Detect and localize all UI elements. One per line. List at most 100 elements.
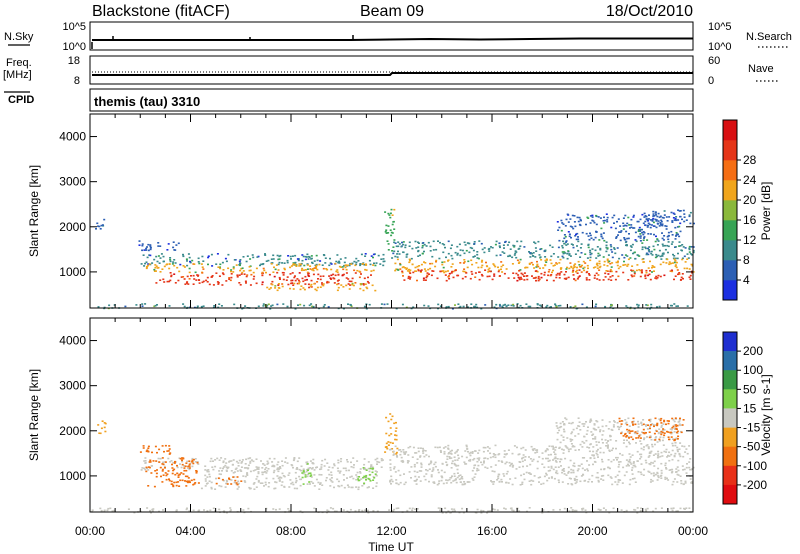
velocity-colorbar-swatch-0 — [723, 332, 737, 352]
velocity-colorbar-tick-2: 50 — [743, 382, 757, 396]
velocity-region-10 — [389, 444, 695, 486]
power-region-11 — [556, 213, 682, 242]
power-region-7 — [384, 208, 396, 251]
x-tick-label-2: 08:00 — [276, 524, 306, 538]
velocity-colorbar-tick-1: 100 — [743, 363, 763, 377]
power-region-1 — [138, 240, 180, 252]
nsky-tick-top: 10^5 — [62, 21, 86, 33]
power-colorbar-tick-6: 28 — [743, 153, 757, 167]
velocity-ytick-2: 3000 — [59, 379, 86, 393]
velocity-colorbar-tick-3: 15 — [743, 401, 757, 415]
freq-tick-top: 18 — [68, 55, 80, 67]
power-colorbar-swatch-3 — [723, 220, 737, 241]
x-tick-label-5: 20:00 — [577, 524, 607, 538]
x-tick-label-4: 16:00 — [477, 524, 507, 538]
power-colorbar-swatch-7 — [723, 140, 737, 161]
power-colorbar-swatch-6 — [723, 160, 737, 181]
freq-trace — [92, 72, 693, 76]
velocity-colorbar-swatch-5 — [723, 427, 737, 447]
power-colorbar-tick-4: 20 — [743, 193, 757, 207]
power-colorbar-swatch-1 — [723, 260, 737, 281]
power-ytick-0: 1000 — [59, 265, 86, 279]
velocity-ylabel: Slant Range [km] — [27, 369, 41, 461]
power-colorbar-swatch-5 — [723, 180, 737, 201]
freq-unit: [MHz] — [3, 69, 32, 81]
velocity-region-8 — [91, 507, 692, 514]
velocity-colorbar-tick-5: -50 — [743, 440, 761, 454]
velocity-colorbar-swatch-2 — [723, 370, 737, 390]
velocity-colorbar-swatch-3 — [723, 389, 737, 409]
velocity-colorbar: 200 100 50 15 -15 -50 -100 -200 — [722, 331, 767, 505]
velocity-scatter-regions — [91, 413, 695, 514]
power-y-ticks: 1000 2000 3000 4000 — [59, 130, 693, 279]
velocity-colorbar-swatch-6 — [723, 446, 737, 467]
x-tick-labels: 00:00 04:00 08:00 12:00 16:00 20:00 00:00 — [75, 524, 708, 538]
nave-label: Nave — [748, 63, 774, 75]
velocity-colorbar-swatch-1 — [723, 351, 737, 371]
power-colorbar-tick-3: 16 — [743, 213, 757, 227]
power-region-10 — [401, 269, 694, 282]
power-colorbar-tick-0: 4 — [743, 273, 750, 287]
power-region-3 — [145, 262, 377, 274]
x-tick-label-0: 00:00 — [75, 524, 105, 538]
velocity-region-9 — [384, 413, 399, 455]
velocity-region-11 — [555, 417, 682, 446]
freq-tick-bottom: 8 — [74, 75, 80, 87]
nsky-label: N.Sky — [4, 31, 34, 43]
velocity-ytick-3: 4000 — [59, 334, 86, 348]
nsky-panel: N.Sky 10^5 10^0 10^5 10^0 N.Search — [4, 21, 792, 53]
velocity-x-ticks — [89, 318, 694, 512]
power-region-0 — [95, 218, 106, 230]
velocity-colorbar-tick-7: -200 — [743, 478, 767, 492]
power-ytick-1: 2000 — [59, 220, 86, 234]
velocity-region-1 — [139, 444, 172, 455]
power-ytick-2: 3000 — [59, 175, 86, 189]
velocity-panel: 1000 2000 3000 4000 Slant Range [km] 200 100… — [27, 317, 773, 514]
power-colorbar-label: Power [dB] — [759, 182, 773, 241]
power-colorbar-tick-1: 8 — [743, 253, 750, 267]
velocity-region-6 — [301, 463, 313, 485]
power-colorbar-tick-5: 24 — [743, 173, 757, 187]
power-ytick-3: 4000 — [59, 130, 86, 144]
power-panel: 1000 2000 3000 4000 Slant Range [km] 4 8 12 16… — [27, 113, 773, 310]
velocity-region-3 — [145, 457, 200, 488]
velocity-region-5 — [215, 476, 243, 486]
velocity-region-12 — [618, 417, 685, 442]
power-region-4 — [155, 271, 372, 286]
x-axis-label: Time UT — [368, 540, 414, 554]
nsearch-tick-top: 10^5 — [708, 21, 732, 33]
power-region-8 — [391, 240, 695, 260]
power-region-12 — [642, 209, 695, 227]
velocity-region-0 — [97, 420, 107, 435]
power-colorbar-swatch-4 — [723, 200, 737, 221]
velocity-colorbar-swatch-4 — [723, 408, 737, 428]
date-title: 18/Oct/2010 — [606, 3, 693, 20]
velocity-region-2 — [140, 457, 384, 471]
x-tick-label-3: 12:00 — [376, 524, 406, 538]
power-colorbar: 4 8 12 16 20 24 28 — [722, 119, 757, 301]
power-colorbar-swatch-2 — [723, 240, 737, 261]
nsearch-label: N.Search — [746, 31, 792, 43]
freq-panel: Freq. [MHz] 18 8 60 0 Nave — [3, 55, 780, 87]
power-colorbar-swatch-8 — [723, 120, 737, 141]
nave-tick-bottom: 0 — [708, 75, 714, 87]
power-region-6 — [97, 303, 689, 310]
velocity-colorbar-tick-6: -100 — [743, 459, 767, 473]
power-region-5 — [266, 282, 377, 292]
velocity-y-ticks: 1000 2000 3000 4000 — [59, 334, 693, 483]
velocity-colorbar-swatch-7 — [723, 465, 737, 486]
power-scatter-regions — [95, 208, 695, 310]
velocity-colorbar-tick-0: 200 — [743, 344, 763, 358]
cpid-label: CPID — [8, 94, 34, 106]
x-tick-label-1: 04:00 — [175, 524, 205, 538]
nsky-tick-bottom: 10^0 — [62, 41, 86, 53]
freq-label: Freq. — [6, 57, 32, 69]
cpid-panel: CPID themis (tau) 3310 — [4, 88, 694, 112]
velocity-ytick-0: 1000 — [59, 469, 86, 483]
velocity-region-4 — [200, 466, 378, 491]
nsky-trace — [92, 37, 693, 41]
velocity-colorbar-swatch-8 — [723, 484, 737, 505]
nsearch-tick-bottom: 10^0 — [708, 41, 732, 53]
power-ylabel: Slant Range [km] — [27, 165, 41, 257]
